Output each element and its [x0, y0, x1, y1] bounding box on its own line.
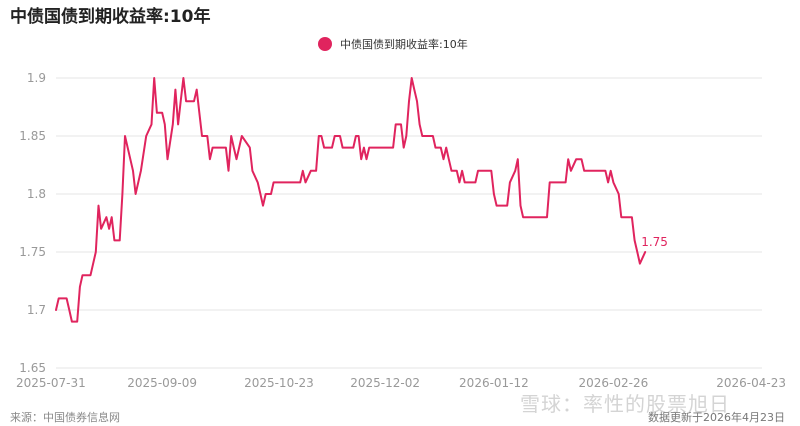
- legend-label: 中债国债到期收益率:10年: [340, 38, 468, 51]
- x-tick-label: 2026-02-26: [578, 376, 648, 390]
- x-tick-label: 2025-10-23: [244, 376, 314, 390]
- x-tick-label: 2025-12-02: [350, 376, 420, 390]
- series-line: [55, 77, 647, 323]
- y-tick-label: 1.9: [27, 71, 46, 85]
- chart-title: 中债国债到期收益率:10年: [10, 7, 211, 27]
- update-text: 数据更新于2026年4月23日: [648, 411, 785, 424]
- x-tick-label: 2025-07-31: [16, 376, 86, 390]
- y-tick-label: 1.75: [19, 245, 46, 259]
- legend-marker: [318, 37, 332, 51]
- y-tick-label: 1.65: [19, 361, 46, 375]
- last-value-label: 1.75: [641, 235, 668, 249]
- y-tick-label: 1.85: [19, 129, 46, 143]
- x-tick-label: 2026-01-12: [459, 376, 529, 390]
- source-text: 来源：中国债券信息网: [10, 411, 120, 424]
- legend[interactable]: 中债国债到期收益率:10年: [318, 36, 468, 52]
- y-tick-label: 1.7: [27, 303, 46, 317]
- y-tick-label: 1.8: [27, 187, 46, 201]
- watermark: 雪球：率性的股票旭日: [520, 392, 730, 416]
- x-tick-label: 2026-04-23: [716, 376, 786, 390]
- x-tick-label: 2025-09-09: [127, 376, 197, 390]
